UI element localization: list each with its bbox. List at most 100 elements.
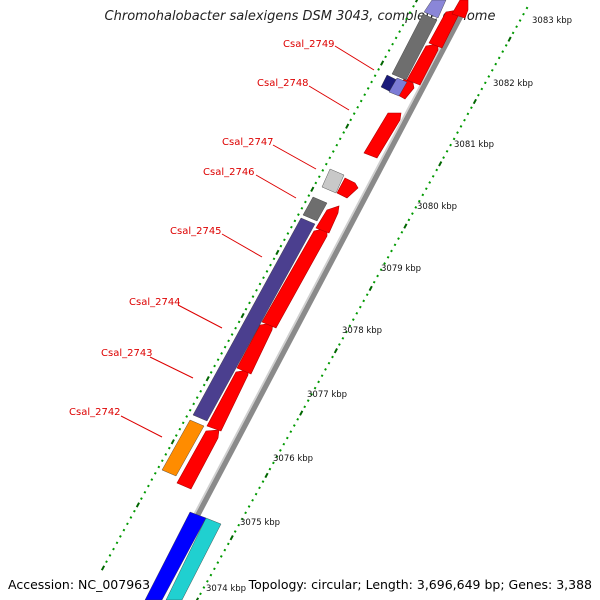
outer-scale-tick [317, 380, 320, 384]
cog-feature-darkgray-top[interactable] [391, 13, 438, 81]
outer-scale-tick [194, 597, 200, 600]
inner-scale-tick [170, 439, 175, 445]
cog-feature-cyan[interactable] [165, 517, 222, 600]
outer-scale-tick [504, 44, 508, 47]
outer-scale-tick [472, 98, 477, 105]
inner-scale-tick [195, 396, 199, 399]
cds-csal-2742[interactable] [176, 429, 220, 490]
gene-label-csal-2748[interactable]: Csal_2748 [257, 78, 309, 89]
outer-scale-tick [362, 299, 366, 303]
inner-scale-tick [279, 244, 283, 248]
cog-feature-lavender[interactable] [388, 77, 408, 97]
inner-scale-tick [398, 30, 401, 33]
outer-scale-tick [463, 118, 466, 122]
gene-label-csal-2742[interactable]: Csal_2742 [69, 407, 121, 418]
outer-scale-tick [365, 293, 369, 297]
inner-scale-tick [112, 547, 115, 551]
outer-scale-tick [379, 268, 383, 272]
outer-scale-tick [247, 505, 251, 508]
outer-scale-tick [490, 68, 494, 72]
outer-scale-tick [397, 237, 400, 240]
inner-scale-tick [100, 565, 106, 571]
kbp-label-3074: 3074 kbp [206, 584, 246, 594]
inner-scale-tick [108, 554, 112, 557]
outer-scale-tick [477, 93, 480, 97]
inner-scale-tick [269, 263, 272, 267]
outer-scale-tick [414, 206, 418, 209]
outer-scale-tick [518, 19, 522, 22]
inner-scale-tick [122, 528, 126, 532]
outer-scale-tick [376, 274, 379, 278]
outer-scale-tick [327, 361, 331, 365]
cog-feature-orange[interactable] [161, 419, 205, 477]
outer-scale-tick [400, 230, 404, 234]
scale-ticks-outer [194, 6, 529, 600]
inner-scale-tick [205, 376, 210, 382]
cog-feature-gray[interactable] [302, 196, 328, 222]
inner-scale-tick [384, 55, 387, 59]
outer-scale-tick [393, 243, 397, 247]
inner-scale-tick [314, 181, 318, 185]
inner-scale-tick [324, 162, 328, 166]
inner-scale-tick [105, 560, 108, 564]
inner-scale-tick [248, 301, 251, 305]
cog-feature-lightgray[interactable] [321, 168, 345, 194]
gene-label-csal-2744[interactable]: Csal_2744 [129, 297, 181, 308]
outer-scale-tick [383, 262, 386, 265]
cog-feature-purple[interactable] [192, 217, 316, 422]
outer-scale-tick [525, 6, 529, 10]
outer-scale-tick [229, 535, 234, 541]
inner-scale-tick [255, 288, 258, 292]
gene-label-csal-2745[interactable]: Csal_2745 [170, 226, 222, 237]
outer-scale-tick [487, 75, 491, 78]
outer-scale-tick [515, 25, 518, 29]
outer-scale-tick [494, 62, 498, 66]
inner-scale-tick [363, 93, 367, 97]
inner-scale-tick [356, 105, 360, 109]
kbp-label-3082: 3082 kbp [493, 79, 533, 89]
outer-scale-tick [452, 137, 456, 141]
outer-scale-tick [324, 368, 327, 371]
inner-scale-tick [380, 60, 385, 66]
inner-scale-tick [272, 257, 276, 261]
cog-feature-lavender-top[interactable] [423, 0, 447, 19]
inner-scale-tick [167, 446, 171, 450]
gene-label-csal-2749[interactable]: Csal_2749 [283, 39, 335, 50]
inner-scale-tick [160, 459, 164, 463]
cds-csal-2746[interactable] [315, 205, 340, 234]
inner-scale-tick [150, 478, 154, 481]
outer-scale-tick [223, 548, 227, 552]
gene-label-leaders [120, 45, 375, 438]
inner-scale-tick [293, 219, 297, 223]
gene-label-csal-2747[interactable]: Csal_2747 [222, 137, 274, 148]
outer-scale-tick [268, 467, 272, 471]
kbp-label-3079: 3079 kbp [381, 264, 421, 274]
cds-csal-2749b[interactable] [406, 43, 439, 86]
cds-csal-2747[interactable] [336, 177, 359, 199]
outer-scale-tick [424, 187, 428, 191]
gene-label-csal-2743[interactable]: Csal_2743 [101, 348, 153, 359]
inner-scale-tick [345, 123, 350, 129]
kbp-label-3077: 3077 kbp [307, 390, 347, 400]
kbp-label-3080: 3080 kbp [417, 202, 457, 212]
outer-scale-tick [261, 480, 265, 483]
outer-scale-tick [403, 223, 408, 229]
outer-scale-tick [237, 523, 241, 527]
genome-backbone-highlight [148, 12, 460, 600]
inner-scale-tick [258, 282, 262, 286]
inner-scale-tick [335, 143, 339, 147]
inner-scale-tick [185, 415, 189, 418]
inner-scale-tick [290, 225, 293, 229]
outer-scale-tick [459, 125, 463, 128]
inner-scale-tick [199, 389, 203, 393]
gene-label-csal-2746[interactable]: Csal_2746 [203, 167, 255, 178]
outer-scale-tick [272, 461, 275, 465]
cds-csal-2748[interactable] [363, 112, 402, 159]
outer-scale-tick [310, 393, 313, 396]
outer-scale-tick [411, 212, 414, 215]
inner-scale-tick [230, 333, 234, 336]
cog-track [144, 0, 447, 600]
outer-scale-tick [348, 324, 352, 328]
cds-top-2[interactable] [451, 0, 469, 19]
